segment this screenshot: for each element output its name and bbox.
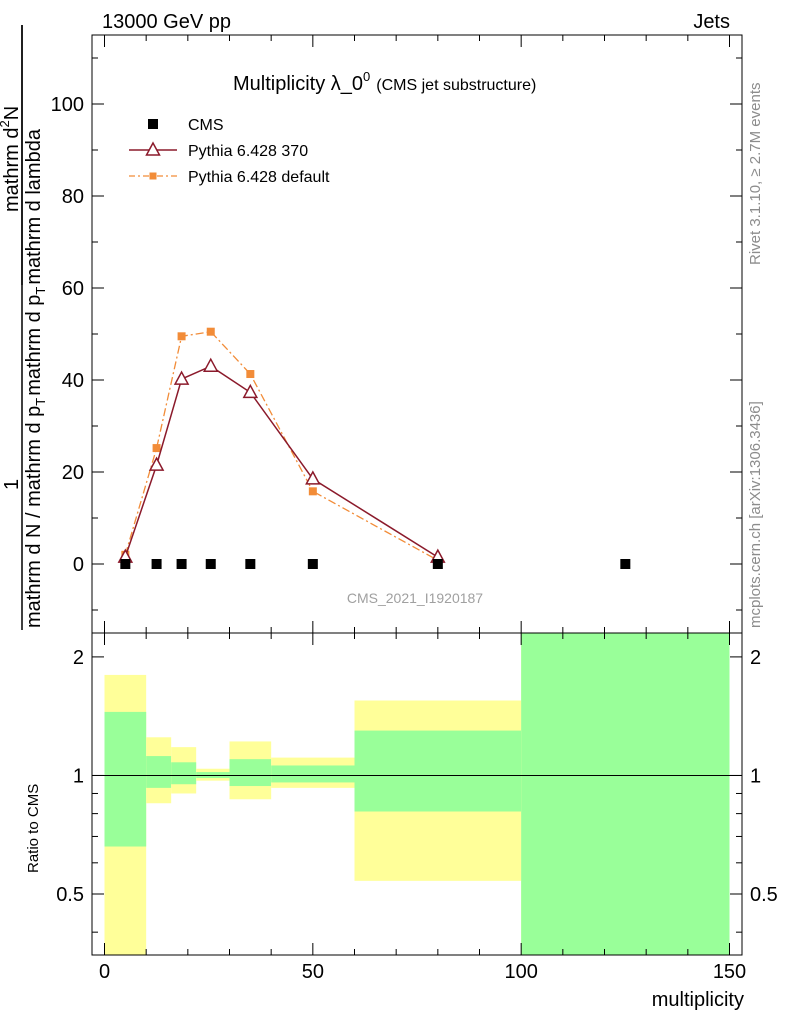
pythia-default-point [308, 487, 317, 496]
ratio-band-inner [146, 756, 172, 788]
legend: CMS Pythia 6.428 370 Pythia 6.428 default [129, 117, 330, 186]
main-y-tick-label: 60 [62, 278, 84, 300]
cms-data-point [432, 559, 443, 569]
ratio-y-axis-label: Ratio to CMS [25, 784, 42, 873]
x-tick-label: 100 [504, 961, 537, 983]
ratio-plot-frame [91, 632, 743, 956]
plot-title: Multiplicity λ_00 (CMS jet substructure) [233, 69, 536, 95]
cms-data-point [120, 559, 131, 569]
plot-title-sub: (CMS jet substructure) [376, 77, 536, 94]
pythia-default-line [124, 331, 439, 561]
pythia-370-point [148, 456, 165, 471]
main-y-axis-label: 1 mathrm d N / mathrm d pTmathrm d pTmat… [0, 25, 48, 630]
ratio-band-inner [521, 633, 730, 955]
pythia-default-point [177, 332, 186, 341]
legend-pythia-370-marker [145, 141, 161, 156]
x-axis-label: multiplicity [652, 989, 744, 1011]
legend-cms-marker [148, 119, 158, 129]
y-label-inner-numerator: mathrm d2N [0, 106, 23, 212]
ratio-bands [104, 633, 730, 955]
ratio-y-tick-label-right: 0.5 [750, 884, 778, 906]
ratio-band-inner [104, 711, 147, 847]
mcplots-reference-label: mcplots.cern.ch [arXiv:1306.3436] [747, 401, 764, 628]
main-series-group [117, 327, 631, 569]
pythia-370-point [173, 370, 190, 385]
y-label-den-b: mathrm d p [23, 295, 45, 396]
pythia-default-point [246, 370, 255, 379]
pythia-370-line [124, 365, 439, 558]
pythia-default-point [152, 444, 161, 453]
y-label-denominator: mathrm d N / mathrm d pTmathrm d pTmathr… [23, 128, 48, 628]
cms-data-point [307, 559, 318, 569]
ratio-band-inner [271, 765, 355, 783]
cms-data-point [151, 559, 162, 569]
y-label-inner-num-a: mathrm d [1, 128, 23, 212]
main-y-tick-label: 80 [62, 186, 84, 208]
ratio-y-tick-label: 1 [73, 765, 84, 787]
ratio-y-tick-label-right: 1 [750, 765, 761, 787]
y-label-den-sub1: T [33, 398, 48, 406]
x-tick-label: 0 [99, 961, 110, 983]
main-y-tick-label: 100 [51, 94, 84, 116]
ratio-plot: 0.5 0.5 1 1 2 2 0 50 100 150 Ratio to CMS multipl… [25, 632, 778, 1011]
legend-label: CMS [188, 117, 224, 134]
x-tick-label: 150 [713, 961, 746, 983]
ratio-y-tick-label-right: 2 [750, 647, 761, 669]
header-process: Jets [693, 11, 730, 33]
y-label-den-sub2: T [33, 287, 48, 295]
ratio-y-tick-label: 0.5 [56, 884, 84, 906]
ratio-band-inner [171, 762, 197, 785]
y-label-inner-num-n: N [1, 106, 23, 120]
pythia-370-point [242, 383, 259, 399]
ratio-band-inner [354, 730, 522, 812]
main-y-tick-label: 40 [62, 370, 84, 392]
cms-data-point [620, 559, 631, 569]
y-label-den-c: mathrm d lambda [23, 128, 45, 284]
y-label-inner-num-sup: 2 [0, 120, 12, 127]
ratio-band-inner [229, 759, 272, 787]
legend-label: Pythia 6.428 default [188, 169, 330, 186]
main-y-tick-label: 0 [73, 554, 84, 576]
cms-data-point [205, 559, 216, 569]
legend-label: Pythia 6.428 370 [188, 143, 308, 160]
cms-data-point [176, 559, 187, 569]
pythia-default-point [206, 327, 215, 336]
header-energy: 13000 GeV pp [102, 11, 231, 33]
plot-title-sup: 0 [363, 69, 370, 84]
y-label-numerator-one: 1 [1, 479, 23, 490]
main-y-ticks: 0 20 40 60 80 100 [51, 35, 742, 633]
watermark: CMS_2021_I1920187 [347, 590, 483, 606]
main-y-tick-label: 20 [62, 462, 84, 484]
legend-pythia-default-marker [149, 172, 157, 180]
pythia-370-point [305, 470, 321, 485]
pythia-370-point [202, 357, 219, 372]
rivet-version-label: Rivet 3.1.10, ≥ 2.7M events [747, 83, 764, 266]
y-label-den-a: mathrm d N / mathrm d p [23, 406, 45, 628]
ratio-y-tick-label: 2 [73, 647, 84, 669]
plot-title-main: Multiplicity λ_0 [233, 73, 363, 95]
cms-data-point [245, 559, 256, 569]
ratio-ticks: 0.5 0.5 1 1 2 2 0 50 100 150 [56, 633, 778, 983]
x-tick-label: 50 [302, 961, 324, 983]
